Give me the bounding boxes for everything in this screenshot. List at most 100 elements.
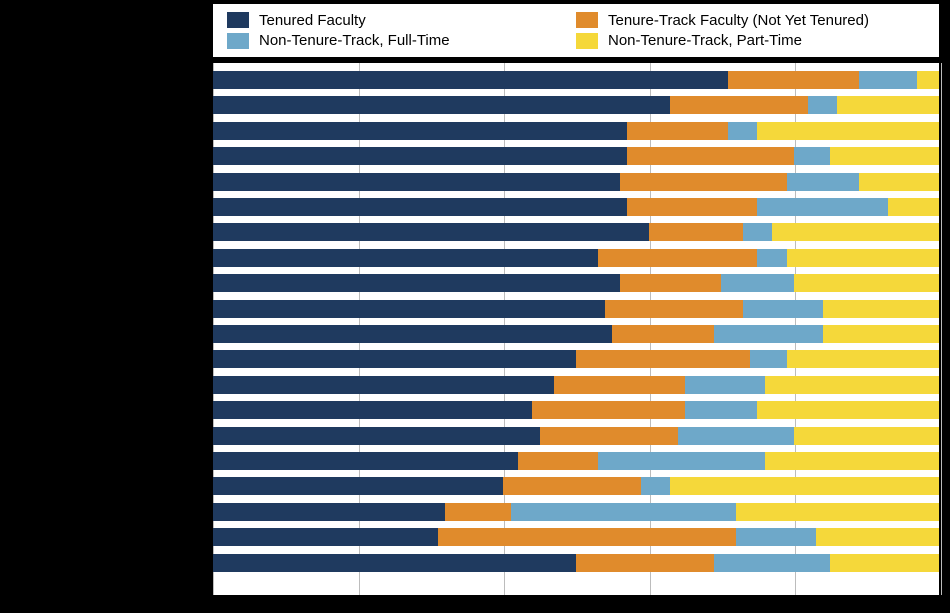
bar-segment [830,554,939,572]
bar-row [213,452,939,470]
bar-segment [859,173,939,191]
bar-segment [743,300,823,318]
legend-label: Non-Tenure-Track, Part-Time [608,32,802,49]
bar-segment [794,427,939,445]
bar-segment [823,300,939,318]
bar-segment [685,401,758,419]
bar-segment [598,452,765,470]
legend-item: Non-Tenure-Track, Part-Time [576,31,925,52]
bar-segment [213,96,670,114]
bar-segment [641,477,670,495]
bar-row [213,96,939,114]
bar-segment [213,300,605,318]
bar-segment [728,122,757,140]
bar-segment [532,401,684,419]
bar-segment [772,223,939,241]
legend-swatch [227,33,249,49]
bar-segment [743,223,772,241]
legend-item: Tenure-Track Faculty (Not Yet Tenured) [576,10,925,31]
bar-segment [808,96,837,114]
bar-row [213,528,939,546]
bar-row [213,554,939,572]
bar-segment [213,554,576,572]
bar-segment [213,173,620,191]
bar-segment [576,554,714,572]
bar-segment [213,376,554,394]
bar-segment [859,71,917,89]
bar-segment [765,376,939,394]
bar-segment [213,401,532,419]
bar-segment [213,503,445,521]
bar-segment [605,300,743,318]
bar-segment [750,350,786,368]
bar-segment [736,503,939,521]
bar-row [213,477,939,495]
bar-segment [787,173,860,191]
bar-row [213,300,939,318]
bar-row [213,249,939,267]
bar-segment [213,427,540,445]
bar-segment [670,96,808,114]
bar-segment [213,274,620,292]
bar-segment [678,427,794,445]
bar-segment [213,528,438,546]
bar-segment [728,71,859,89]
bar-segment [917,71,939,89]
bar-row [213,223,939,241]
bar-segment [627,122,729,140]
bar-segment [213,477,503,495]
bar-segment [554,376,685,394]
bar-segment [837,96,939,114]
bar-segment [685,376,765,394]
bar-segment [830,147,939,165]
bar-segment [670,477,939,495]
bar-segment [794,147,830,165]
bar-segment [518,452,598,470]
bar-segment [598,249,758,267]
bar-segment [757,249,786,267]
bar-segment [213,325,612,343]
bar-segment [540,427,678,445]
bar-segment [787,350,939,368]
bar-segment [816,528,939,546]
bar-row [213,376,939,394]
bar-segment [213,223,649,241]
bar-segment [511,503,736,521]
legend-swatch [576,33,598,49]
bar-segment [721,274,794,292]
legend-item: Tenured Faculty [227,10,576,31]
bar-row [213,274,939,292]
bar-segment [627,147,794,165]
bar-segment [612,325,714,343]
legend-label: Tenured Faculty [259,12,366,29]
bar-row [213,173,939,191]
bar-row [213,147,939,165]
legend-label: Non-Tenure-Track, Full-Time [259,32,450,49]
bar-row [213,401,939,419]
bar-segment [757,122,939,140]
legend: Tenured Faculty Tenure-Track Faculty (Not… [212,3,940,58]
bar-segment [627,198,758,216]
bar-row [213,427,939,445]
bar-segment [787,249,939,267]
bar-segment [620,274,722,292]
bar-segment [576,350,750,368]
legend-item: Non-Tenure-Track, Full-Time [227,31,576,52]
bar-segment [620,173,787,191]
legend-swatch [576,12,598,28]
bar-segment [438,528,736,546]
bar-segment [213,71,728,89]
bar-row [213,71,939,89]
legend-swatch [227,12,249,28]
bar-row [213,503,939,521]
bar-segment [213,122,627,140]
bar-segment [888,198,939,216]
bar-segment [757,401,939,419]
legend-label: Tenure-Track Faculty (Not Yet Tenured) [608,12,869,29]
bar-segment [736,528,816,546]
bar-segment [823,325,939,343]
bar-segment [213,350,576,368]
bar-row [213,198,939,216]
bar-row [213,350,939,368]
bar-segment [213,198,627,216]
